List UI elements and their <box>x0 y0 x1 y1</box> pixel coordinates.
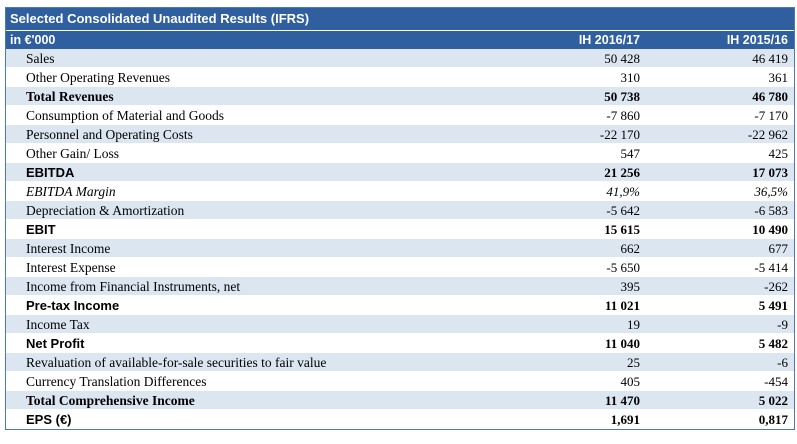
row-label: Net Profit <box>26 336 85 351</box>
header-period-current: IH 2016/17 <box>578 33 640 47</box>
row-value-prior: -6 583 <box>754 203 788 218</box>
header-unit-label: in €'000 <box>10 33 56 47</box>
table-row: EPS (€) 1,691 0,817 <box>6 410 794 429</box>
row-value-current: 11 040 <box>604 336 640 351</box>
table-row: Interest Expense -5 650 -5 414 <box>6 258 794 277</box>
table-header: in €'000 IH 2016/17 IH 2015/16 <box>6 31 794 49</box>
row-value-prior: -454 <box>764 374 788 389</box>
table-row: EBITDA 21 256 17 073 <box>6 163 794 182</box>
row-value-prior: -5 414 <box>754 260 788 275</box>
row-value-current: 25 <box>627 355 640 370</box>
row-value-prior: 36,5% <box>754 184 788 199</box>
row-label: EBITDA Margin <box>26 184 116 199</box>
table-row: Other Operating Revenues 310 361 <box>6 68 794 87</box>
row-value-current: 15 615 <box>604 222 640 237</box>
table-row: Currency Translation Differences 405 -454 <box>6 372 794 391</box>
row-label: Other Gain/ Loss <box>26 146 119 161</box>
row-label: Revaluation of available-for-sale securi… <box>26 355 327 370</box>
row-value-prior: -6 <box>777 355 788 370</box>
table-row: Net Profit 11 040 5 482 <box>6 334 794 353</box>
table-row: Income Tax 19 -9 <box>6 315 794 334</box>
row-value-current: 11 470 <box>604 393 640 408</box>
row-value-current: 11 021 <box>604 298 640 313</box>
table-row: Total Revenues 50 738 46 780 <box>6 87 794 106</box>
row-label: EBIT <box>26 222 56 237</box>
row-value-current: 1,691 <box>610 412 640 427</box>
row-value-current: 395 <box>620 279 641 294</box>
row-value-prior: 425 <box>768 146 789 161</box>
row-value-prior: -9 <box>777 317 788 332</box>
row-label: Personnel and Operating Costs <box>26 127 193 142</box>
row-value-current: 547 <box>620 146 641 161</box>
row-label: Currency Translation Differences <box>26 374 207 389</box>
table-row: Revaluation of available-for-sale securi… <box>6 353 794 372</box>
row-label: EPS (€) <box>26 412 72 427</box>
row-value-prior: 361 <box>768 70 789 85</box>
row-label: Other Operating Revenues <box>26 70 170 85</box>
table-row: Sales 50 428 46 419 <box>6 49 794 68</box>
table-row: Other Gain/ Loss 547 425 <box>6 144 794 163</box>
row-label: Pre-tax Income <box>26 298 120 313</box>
row-label: Income Tax <box>26 317 90 332</box>
row-value-current: -5 642 <box>606 203 640 218</box>
results-table: Selected Consolidated Unaudited Results … <box>5 7 795 430</box>
row-value-current: -7 860 <box>606 108 640 123</box>
table-row: EBIT 15 615 10 490 <box>6 220 794 239</box>
row-label: Interest Income <box>26 241 111 256</box>
row-value-current: 19 <box>627 317 640 332</box>
row-value-current: 662 <box>620 241 641 256</box>
table-row: Depreciation & Amortization -5 642 -6 583 <box>6 201 794 220</box>
row-value-current: -5 650 <box>606 260 640 275</box>
row-value-prior: 5 482 <box>758 336 788 351</box>
table-row: Total Comprehensive Income 11 470 5 022 <box>6 391 794 410</box>
row-value-prior: 46 780 <box>752 89 788 104</box>
row-value-current: 21 256 <box>604 165 640 180</box>
table-row: Interest Income 662 677 <box>6 239 794 258</box>
row-value-current: 50 428 <box>604 51 640 66</box>
row-value-prior: -262 <box>764 279 788 294</box>
row-value-current: -22 170 <box>599 127 640 142</box>
row-value-prior: 17 073 <box>752 165 788 180</box>
row-value-current: 310 <box>620 70 641 85</box>
row-value-prior: 5 022 <box>758 393 788 408</box>
table-row: EBITDA Margin 41,9% 36,5% <box>6 182 794 201</box>
table-row: Consumption of Material and Goods -7 860 -… <box>6 106 794 125</box>
row-value-prior: 5 491 <box>758 298 788 313</box>
row-value-prior: 0,817 <box>758 412 788 427</box>
row-value-current: 405 <box>620 374 641 389</box>
row-value-prior: 677 <box>768 241 789 256</box>
row-value-prior: -7 170 <box>754 108 788 123</box>
row-label: Total Comprehensive Income <box>26 393 195 408</box>
row-label: EBITDA <box>26 165 75 180</box>
row-label: Total Revenues <box>26 89 114 104</box>
row-value-prior: 10 490 <box>752 222 788 237</box>
row-value-prior: 46 419 <box>752 51 788 66</box>
table-title: Selected Consolidated Unaudited Results … <box>6 8 794 31</box>
row-value-prior: -22 962 <box>747 127 788 142</box>
table-row: Pre-tax Income 11 021 5 491 <box>6 296 794 315</box>
row-label: Sales <box>26 51 55 66</box>
table-body: Sales 50 428 46 419 Other Operating Revenue… <box>6 49 794 429</box>
row-label: Consumption of Material and Goods <box>26 108 224 123</box>
row-value-current: 50 738 <box>604 89 640 104</box>
row-label: Depreciation & Amortization <box>26 203 185 218</box>
row-value-current: 41,9% <box>606 184 640 199</box>
table-row: Income from Financial Instruments, net 39… <box>6 277 794 296</box>
table-row: Personnel and Operating Costs -22 170 -22 … <box>6 125 794 144</box>
row-label: Income from Financial Instruments, net <box>26 279 241 294</box>
header-period-prior: IH 2015/16 <box>726 33 788 47</box>
row-label: Interest Expense <box>26 260 116 275</box>
